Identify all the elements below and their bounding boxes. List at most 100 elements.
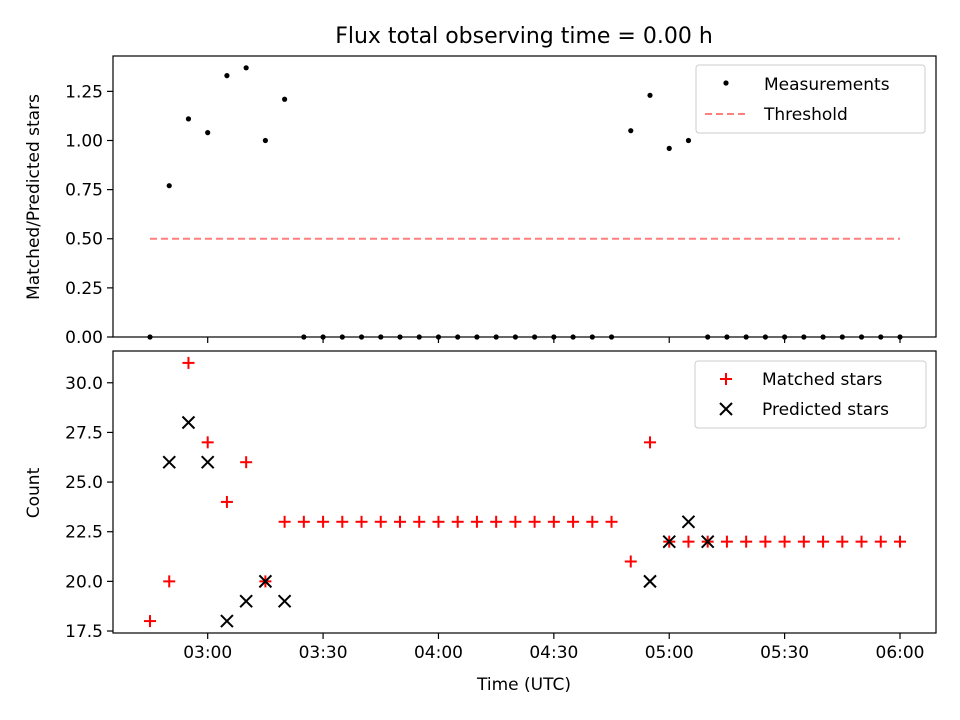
- matched-star-point: [720, 535, 733, 548]
- predicted-star-point: [277, 594, 292, 608]
- measurement-point: [166, 183, 172, 189]
- bottom-y-tick-label: 25.0: [65, 473, 103, 493]
- top-y-tick-label: 1.25: [65, 82, 103, 102]
- matched-star-point: [201, 436, 214, 449]
- top-y-tick-label: 0.00: [65, 328, 103, 348]
- top-y-axis-label: Matched/Predicted stars: [24, 94, 44, 300]
- top-marks: [147, 65, 903, 340]
- bottom-x-ticks: 03:00 03:30 04:00 04:30 05:00 05:30 06:00: [183, 633, 925, 663]
- matched-star-point: [855, 535, 868, 548]
- bottom-legend-box: [694, 360, 927, 429]
- top-y-ticks: 0.00 0.25 0.50 0.75 1.00 1.25: [65, 82, 113, 348]
- matched-star-point: [644, 436, 656, 449]
- matched-star-point: [605, 515, 618, 528]
- matched-star-point: [240, 456, 253, 469]
- measurement-point: [205, 130, 211, 136]
- measurement-point: [243, 65, 249, 71]
- matched-star-point: [490, 515, 503, 528]
- matched-star-point: [182, 356, 195, 369]
- top-y-tick-label: 1.00: [65, 131, 103, 151]
- matched-star-point: [451, 515, 464, 528]
- matched-star-point: [413, 515, 426, 528]
- matched-star-point: [624, 555, 637, 568]
- predicted-star-point: [662, 534, 676, 549]
- bottom-y-tick-label: 30.0: [65, 374, 103, 394]
- bottom-y-tick-label: 22.5: [65, 523, 103, 543]
- predicted-star-point: [700, 534, 715, 549]
- predicted-star-point: [162, 455, 176, 469]
- predicted-star-point: [200, 455, 215, 469]
- bottom-x-axis-label: Time (UTC): [476, 675, 571, 695]
- legend-predicted-marker: [719, 402, 733, 416]
- top-panel: 0.00 0.25 0.50 0.75 1.00 1.25 Matched/Predict…: [24, 55, 937, 348]
- bottom-x-tick-label: 03:30: [299, 643, 348, 663]
- matched-star-point: [894, 535, 906, 548]
- bottom-y-axis-label: Count: [24, 467, 44, 518]
- top-axes-frame: [112, 55, 937, 338]
- predicted-star-point: [681, 515, 696, 529]
- bottom-x-tick-label: 05:00: [645, 643, 694, 663]
- top-legend-box: [695, 64, 926, 134]
- bottom-axes-frame: [112, 350, 937, 634]
- matched-star-point: [547, 515, 560, 528]
- matched-star-point: [586, 515, 599, 528]
- matched-star-point: [278, 515, 291, 528]
- matched-star-point: [470, 515, 483, 528]
- matched-star-point: [374, 515, 387, 528]
- predicted-star-point: [643, 574, 657, 589]
- matched-star-point: [509, 515, 522, 528]
- measurement-point: [685, 137, 692, 144]
- legend-matched-marker: [720, 373, 732, 385]
- matched-star-point: [220, 495, 233, 508]
- bottom-x-tick-label: 06:00: [876, 643, 925, 663]
- top-y-tick-label: 0.25: [65, 279, 103, 299]
- predicted-star-point: [181, 415, 196, 430]
- bottom-x-tick-label: 04:30: [529, 643, 578, 663]
- bottom-marks: [144, 356, 906, 628]
- matched-star-point: [778, 535, 791, 548]
- measurement-point: [628, 128, 634, 134]
- matched-star-point: [874, 535, 887, 548]
- matched-star-point: [759, 535, 772, 548]
- bottom-x-tick-label: 04:00: [414, 643, 463, 663]
- bottom-y-ticks: 17.5 20.0 22.5 25.0 27.5 30.0: [65, 374, 113, 642]
- matched-star-point: [836, 535, 849, 548]
- top-chart-title: Flux total observing time = 0.00 h: [335, 24, 713, 49]
- matched-star-point: [528, 515, 541, 528]
- measurement-point: [185, 116, 192, 122]
- bottom-y-tick-label: 17.5: [65, 622, 103, 642]
- matched-star-point: [682, 535, 695, 548]
- predicted-star-point: [220, 614, 234, 628]
- matched-star-point: [336, 515, 349, 528]
- legend-predicted-label: Predicted stars: [762, 400, 889, 420]
- measurement-point: [647, 92, 653, 98]
- top-y-tick-label: 0.75: [65, 181, 103, 201]
- measurement-point: [224, 73, 230, 79]
- matched-star-point: [432, 515, 445, 528]
- matched-star-point: [297, 515, 310, 528]
- top-x-ticks: [207, 337, 901, 343]
- legend-measurements-label: Measurements: [764, 75, 890, 95]
- matched-star-point: [567, 515, 580, 528]
- predicted-star-point: [258, 574, 273, 589]
- matched-star-point: [740, 535, 753, 548]
- matched-star-point: [163, 575, 176, 588]
- legend-measurements-marker: [723, 80, 729, 86]
- matched-star-point: [797, 535, 810, 548]
- measurement-point: [666, 145, 672, 151]
- matched-star-point: [394, 515, 406, 528]
- matched-star-point: [355, 515, 368, 528]
- top-y-tick-label: 0.50: [65, 230, 103, 250]
- matched-star-point: [317, 515, 330, 528]
- bottom-x-tick-label: 05:30: [760, 643, 809, 663]
- top-legend: Measurements Threshold: [695, 64, 926, 134]
- bottom-y-tick-label: 27.5: [65, 423, 103, 443]
- predicted-star-point: [239, 594, 253, 608]
- bottom-legend: Matched stars Predicted stars: [694, 360, 927, 429]
- legend-threshold-label: Threshold: [763, 105, 848, 125]
- legend-matched-label: Matched stars: [762, 370, 882, 390]
- matched-star-point: [817, 535, 830, 548]
- matched-star-point: [144, 615, 156, 628]
- bottom-x-tick-label: 03:00: [183, 643, 232, 663]
